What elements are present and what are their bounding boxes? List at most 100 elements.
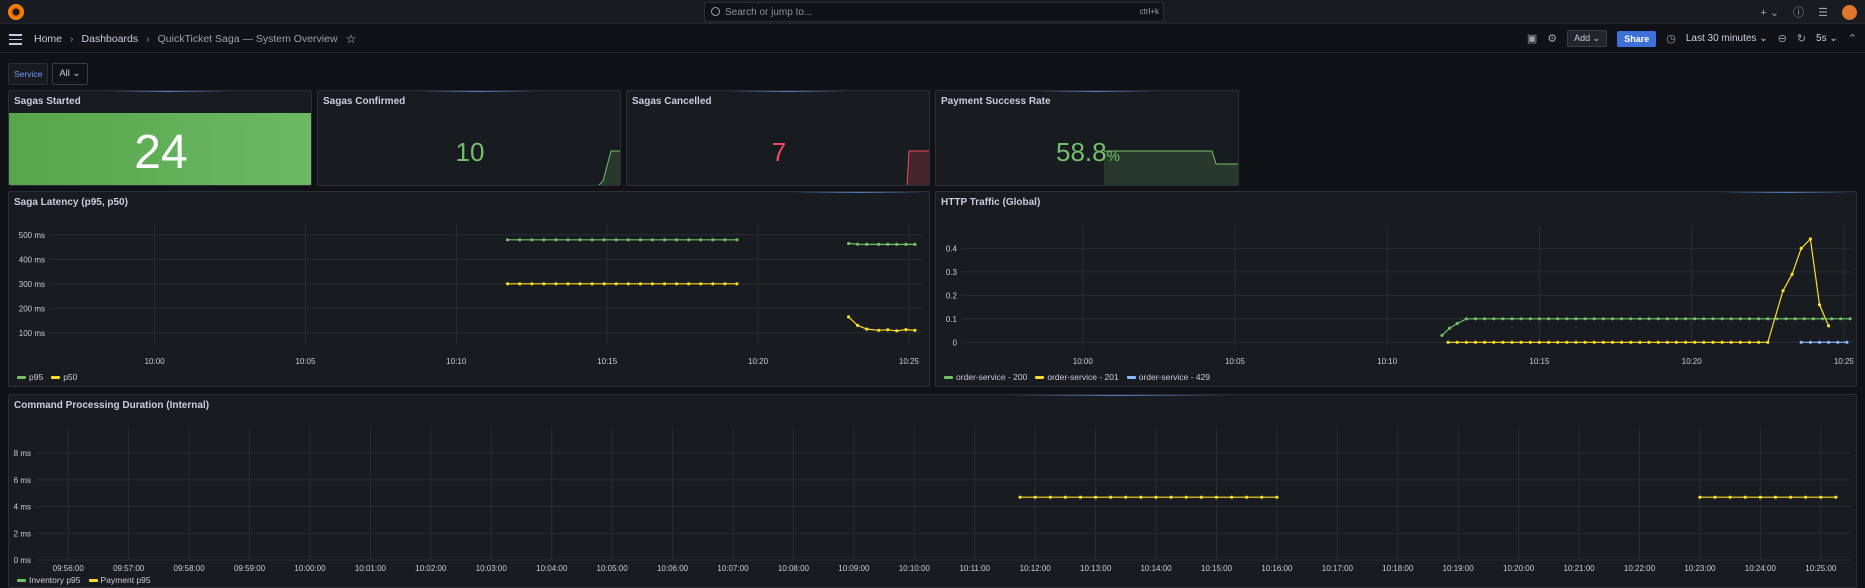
- x-tick-label: 10:05:00: [597, 564, 629, 573]
- data-point: [723, 282, 727, 286]
- share-button[interactable]: Share: [1617, 30, 1657, 47]
- page-title: QuickTicket Saga — System Overview: [157, 33, 338, 45]
- time-range-picker[interactable]: Last 30 minutes ⌄: [1685, 33, 1768, 44]
- x-tick-label: 10:07:00: [717, 564, 749, 573]
- data-point: [699, 238, 703, 242]
- data-point: [1693, 340, 1697, 344]
- sparkline: [598, 150, 620, 185]
- add-button[interactable]: Add ⌄: [1567, 30, 1608, 47]
- data-point: [1048, 495, 1052, 499]
- refresh-interval-picker[interactable]: 5s ⌄: [1816, 33, 1838, 44]
- panel-title: Payment Success Rate: [941, 96, 1051, 107]
- data-point: [1448, 326, 1452, 330]
- panel-title: HTTP Traffic (Global): [941, 197, 1041, 208]
- legend-label: Inventory p95: [29, 575, 81, 585]
- data-point: [1556, 340, 1560, 344]
- save-icon[interactable]: ▣: [1526, 33, 1538, 45]
- avatar[interactable]: [1842, 4, 1857, 20]
- search-input[interactable]: Search or jump to... ctrl+k: [704, 2, 1164, 22]
- data-point: [1610, 317, 1615, 321]
- data-point: [1817, 303, 1822, 307]
- legend-item-200[interactable]: order-service - 200: [944, 372, 1027, 382]
- help-icon[interactable]: ⓘ: [1793, 7, 1805, 19]
- chart-command-processing: 0 ms 2 ms 4 ms 6 ms 8 ms 09:56:00 09:57:00 09:5…: [14, 427, 1851, 573]
- data-point: [1684, 340, 1688, 344]
- data-point: [1519, 317, 1523, 321]
- x-tick-label: 10:20:00: [1503, 564, 1535, 573]
- x-tick-label: 10:03:00: [476, 564, 508, 573]
- data-point: [518, 238, 522, 242]
- data-point: [1109, 495, 1113, 499]
- data-point: [886, 242, 890, 246]
- panel-http-traffic[interactable]: HTTP Traffic (Global) 0 0.1 0.2 0.3 0.4 10:00…: [935, 191, 1857, 387]
- data-point: [1693, 317, 1697, 321]
- data-point: [1610, 340, 1615, 344]
- data-point: [711, 282, 715, 286]
- data-point: [1537, 340, 1541, 344]
- panel-saga-latency[interactable]: Saga Latency (p95, p50) 100 ms 200 ms 300 …: [8, 191, 930, 387]
- service-variable-select[interactable]: All ⌄: [52, 63, 88, 85]
- x-tick-label: 10:21:00: [1563, 564, 1595, 573]
- x-tick-label: 10:20: [1682, 357, 1703, 366]
- legend-item-p95[interactable]: p95: [17, 372, 43, 382]
- data-point: [614, 238, 618, 242]
- y-tick-label: 0: [953, 338, 958, 347]
- panel-command-processing[interactable]: Command Processing Duration (Internal) 0…: [8, 394, 1857, 588]
- legend-item-201[interactable]: order-service - 201: [1035, 372, 1119, 382]
- data-point: [1827, 340, 1831, 344]
- y-tick-label: 500 ms: [19, 231, 45, 240]
- zoom-out-icon[interactable]: ⊖: [1777, 33, 1787, 45]
- stat-value: 7: [771, 137, 787, 167]
- y-tick-label: 8 ms: [14, 449, 31, 458]
- service-variable-value: All: [59, 68, 70, 79]
- data-point: [1601, 317, 1605, 321]
- x-tick-label: 10:20: [748, 357, 769, 366]
- panel-sagas-confirmed[interactable]: Sagas Confirmed 10: [317, 90, 621, 186]
- legend-item-p50[interactable]: p50: [51, 372, 77, 382]
- data-point: [1033, 495, 1037, 499]
- data-point: [1817, 340, 1822, 344]
- x-tick-label: 10:17:00: [1322, 564, 1354, 573]
- clock-icon: ◷: [1666, 33, 1676, 45]
- data-point: [856, 323, 860, 327]
- data-point: [1638, 340, 1642, 344]
- data-point: [1674, 317, 1678, 321]
- x-tick-label: 10:22:00: [1624, 564, 1656, 573]
- panel-sagas-cancelled[interactable]: Sagas Cancelled 7: [626, 90, 930, 186]
- search-placeholder: Search or jump to...: [725, 7, 813, 18]
- panel-payment-success-rate[interactable]: Payment Success Rate 58.8%: [935, 90, 1239, 186]
- data-point: [1656, 340, 1660, 344]
- breadcrumb-home[interactable]: Home: [34, 33, 63, 45]
- menu-icon[interactable]: [9, 34, 22, 48]
- rss-icon[interactable]: ☰: [1818, 6, 1828, 19]
- series-line: [1448, 237, 1830, 343]
- legend-label: order-service - 429: [1138, 372, 1211, 382]
- grafana-logo-icon[interactable]: [8, 4, 24, 20]
- legend-item-inventory[interactable]: Inventory p95: [17, 575, 81, 585]
- stat-value: 24: [134, 126, 188, 179]
- y-tick-label: 0.1: [946, 315, 958, 324]
- legend-item-payment[interactable]: Payment p95: [88, 575, 151, 585]
- breadcrumb-dashboards[interactable]: Dashboards: [81, 33, 139, 45]
- data-point: [913, 242, 917, 246]
- collapse-icon[interactable]: ⌃: [1847, 33, 1857, 45]
- series-line: [1441, 318, 1850, 336]
- star-icon[interactable]: ☆: [345, 32, 357, 46]
- legend-item-429[interactable]: order-service - 429: [1126, 372, 1211, 382]
- gear-icon[interactable]: ⚙: [1547, 33, 1558, 45]
- plus-icon[interactable]: + ⌄: [1760, 6, 1780, 19]
- data-point: [895, 329, 899, 333]
- x-tick-label: 10:18:00: [1382, 564, 1414, 573]
- data-point: [1808, 340, 1812, 344]
- panel-sagas-started[interactable]: Sagas Started 24: [8, 90, 312, 186]
- x-tick-label: 09:59:00: [234, 564, 266, 573]
- data-point: [506, 282, 510, 286]
- data-point: [578, 238, 582, 242]
- data-point: [856, 242, 860, 246]
- refresh-icon[interactable]: ↻: [1796, 33, 1807, 45]
- data-point: [1674, 340, 1678, 344]
- data-point: [1757, 317, 1761, 321]
- legend-label: order-service - 200: [956, 372, 1028, 382]
- nav-bar: Home › Dashboards › QuickTicket Saga — S…: [0, 25, 1865, 53]
- data-point: [1169, 495, 1173, 499]
